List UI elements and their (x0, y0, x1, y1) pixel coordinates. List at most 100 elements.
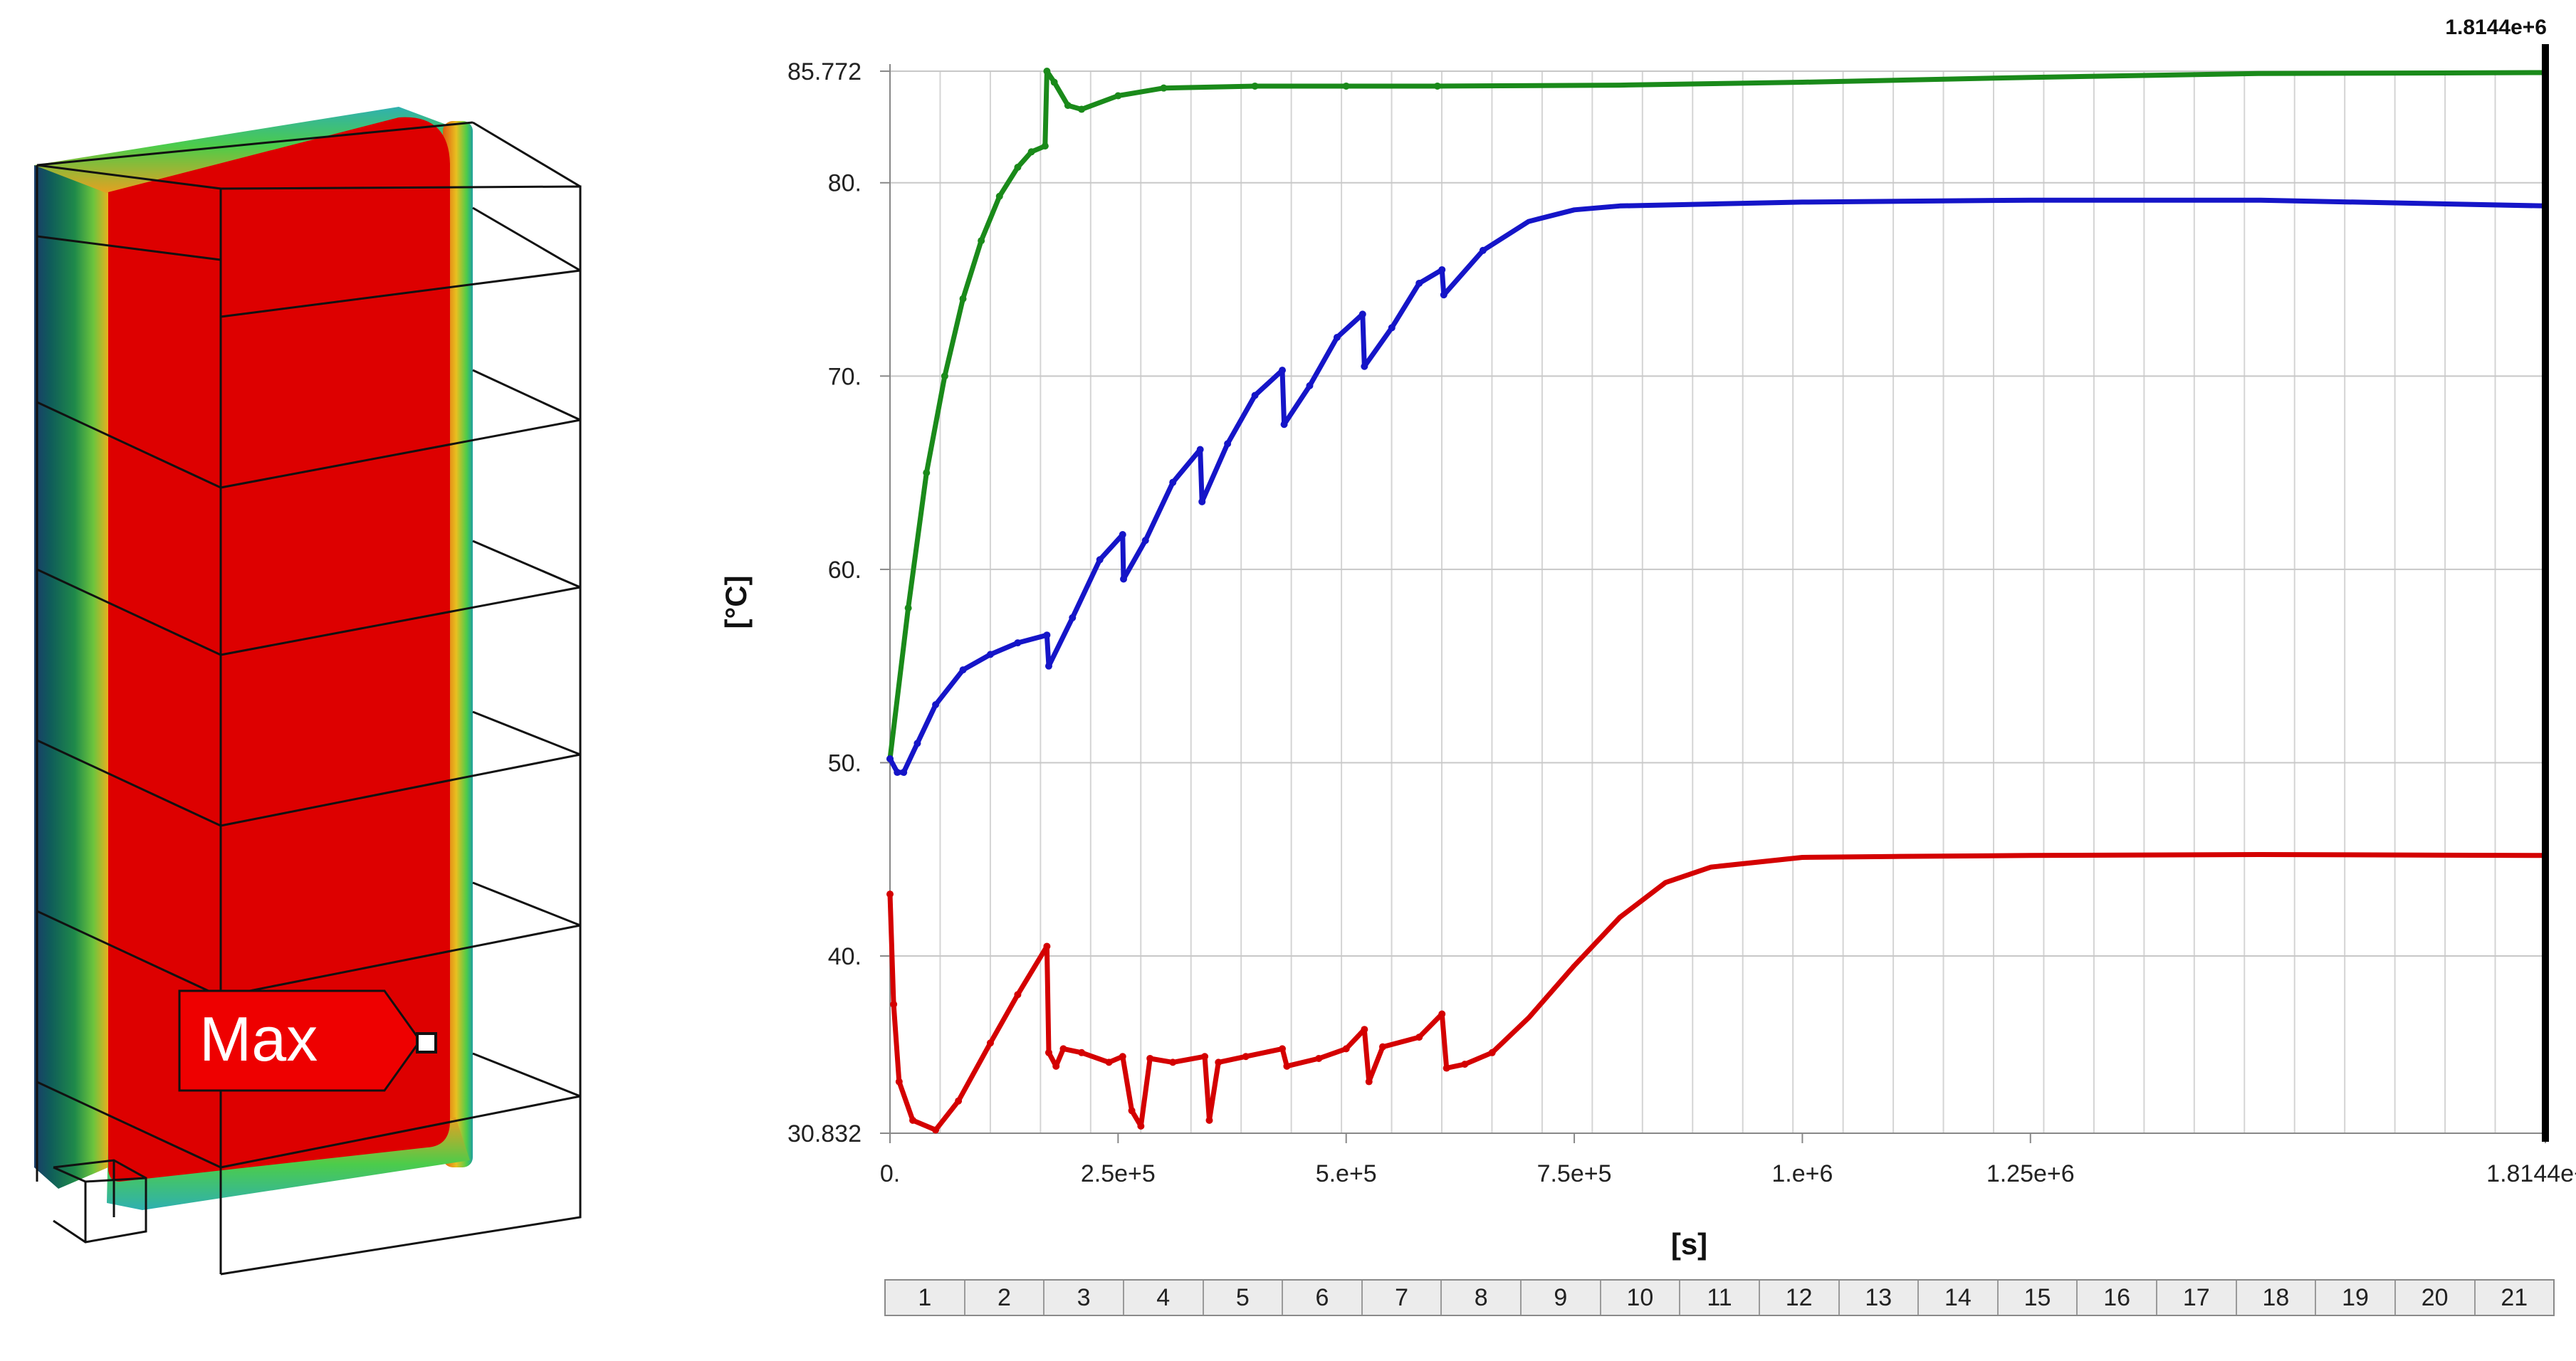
series-point-2 (1014, 639, 1022, 647)
load-step-cell[interactable]: 19 (2316, 1281, 2396, 1315)
load-step-cell[interactable]: 9 (1522, 1281, 1601, 1315)
series-point-2 (894, 769, 901, 777)
load-step-cell[interactable]: 11 (1680, 1281, 1760, 1315)
series-point-2 (959, 666, 967, 674)
load-step-cell[interactable]: 20 (2396, 1281, 2476, 1315)
series-point-3 (1128, 1107, 1136, 1115)
x-tick-label: 1.25e+6 (1986, 1160, 2075, 1187)
load-step-cell[interactable]: 16 (2078, 1281, 2157, 1315)
series-point-2 (986, 651, 994, 658)
model-wireframe (36, 121, 582, 1276)
series-point-1 (1433, 82, 1441, 90)
series-point-3 (1283, 1062, 1291, 1070)
series-point-2 (1358, 310, 1366, 318)
series-line-3[interactable] (887, 852, 2546, 1133)
load-step-cell[interactable]: 1 (886, 1281, 965, 1315)
series-point-3 (1137, 1123, 1145, 1130)
max-probe[interactable]: Max (178, 989, 437, 1092)
series-point-1 (923, 469, 931, 477)
series-point-3 (1342, 1045, 1350, 1053)
series-point-2 (1224, 440, 1232, 448)
series-point-2 (1440, 291, 1447, 299)
series-point-3 (1215, 1058, 1222, 1066)
cold-region (34, 165, 108, 1189)
load-step-cell[interactable]: 3 (1044, 1281, 1124, 1315)
load-step-cell[interactable]: 10 (1601, 1281, 1681, 1315)
load-step-cell[interactable]: 17 (2157, 1281, 2237, 1315)
top-edge-region (34, 107, 456, 194)
series-point-3 (1443, 1064, 1450, 1072)
series-point-3 (986, 1039, 994, 1047)
right-edge-region (443, 121, 473, 1167)
series-point-2 (1333, 334, 1341, 342)
load-step-cell[interactable]: 7 (1363, 1281, 1443, 1315)
load-step-cell[interactable]: 21 (2501, 1283, 2528, 1311)
series-point-2 (1096, 556, 1104, 564)
series-point-3 (895, 1078, 903, 1086)
series-point-3 (1014, 991, 1022, 999)
load-step-cell[interactable]: 12 (1760, 1281, 1840, 1315)
x-tick-label: 2.5e+5 (1081, 1160, 1156, 1187)
chart-grid (890, 70, 2545, 1134)
series-point-2 (1119, 531, 1126, 539)
series-point-2 (1169, 478, 1177, 486)
load-step-cell[interactable]: 8 (1442, 1281, 1522, 1315)
series-point-1 (1014, 164, 1022, 172)
series-point-3 (1242, 1053, 1250, 1061)
series-line-1[interactable] (887, 68, 2546, 760)
x-tick-label: 1.e+6 (1771, 1160, 1833, 1187)
x-tick-label: 7.5e+5 (1537, 1160, 1612, 1187)
load-step-cell[interactable]: 14 (1919, 1281, 1999, 1315)
chart-axes (880, 64, 2546, 1143)
series-point-3 (1119, 1053, 1126, 1061)
y-tick-label: 30.832 (787, 1120, 862, 1147)
series-point-2 (1415, 279, 1423, 287)
series-point-3 (1279, 1045, 1287, 1053)
series-point-3 (1078, 1049, 1086, 1056)
model-viewport[interactable]: Max (0, 0, 712, 1357)
series-point-3 (1201, 1053, 1209, 1061)
series-point-2 (1141, 537, 1149, 545)
hot-region (108, 117, 450, 1182)
chart-series[interactable] (886, 44, 2549, 1142)
series-point-3 (1315, 1054, 1323, 1062)
series-point-1 (1114, 92, 1122, 100)
y-tick-label: 70. (828, 363, 862, 390)
series-point-1 (1064, 102, 1072, 110)
series-point-2 (1438, 266, 1446, 273)
chart-labels: 85.772 80. 70. 60. 50. 40. 30.832 0. 2.5e+5 5.e+5… (719, 16, 2576, 1261)
series-point-3 (1146, 1054, 1154, 1062)
series-point-1 (941, 372, 948, 380)
y-tick-label: 85.772 (787, 58, 862, 85)
load-step-cell[interactable]: 18 (2237, 1281, 2317, 1315)
y-tick-label: 80. (828, 170, 862, 197)
y-tick-label: 40. (828, 943, 862, 970)
load-step-cell[interactable]: 13 (1840, 1281, 1920, 1315)
series-line-2[interactable] (887, 197, 2546, 775)
series-point-2 (886, 755, 894, 763)
load-step-bar[interactable]: 1 2 3 4 5 6 7 8 9 10 11 12 13 14 15 16 17 18 19 20 21 (884, 1279, 2555, 1316)
series-point-2 (1279, 367, 1287, 374)
load-step-cell[interactable]: 5 (1204, 1281, 1284, 1315)
series-point-2 (1251, 392, 1259, 399)
series-point-3 (886, 890, 894, 898)
load-step-cell[interactable]: 2 (965, 1281, 1045, 1315)
load-step-cell[interactable]: 15 (1999, 1281, 2078, 1315)
series-point-3 (1205, 1116, 1213, 1124)
series-point-3 (1365, 1078, 1373, 1086)
series-point-2 (1198, 498, 1206, 505)
series-point-2 (1043, 631, 1051, 639)
series-point-3 (1052, 1062, 1060, 1070)
series-point-1 (1251, 82, 1259, 90)
series-point-3 (1044, 1049, 1052, 1056)
series-point-3 (1105, 1058, 1113, 1066)
load-step-cell[interactable]: 4 (1124, 1281, 1204, 1315)
series-point-1 (904, 604, 912, 612)
load-step-cell[interactable]: 6 (1283, 1281, 1363, 1315)
y-tick-label: 50. (828, 750, 862, 777)
series-point-3 (1378, 1043, 1386, 1051)
temperature-contour-model[interactable]: Max (0, 0, 712, 1357)
series-point-1 (1078, 105, 1086, 113)
series-point-2 (1388, 324, 1396, 332)
